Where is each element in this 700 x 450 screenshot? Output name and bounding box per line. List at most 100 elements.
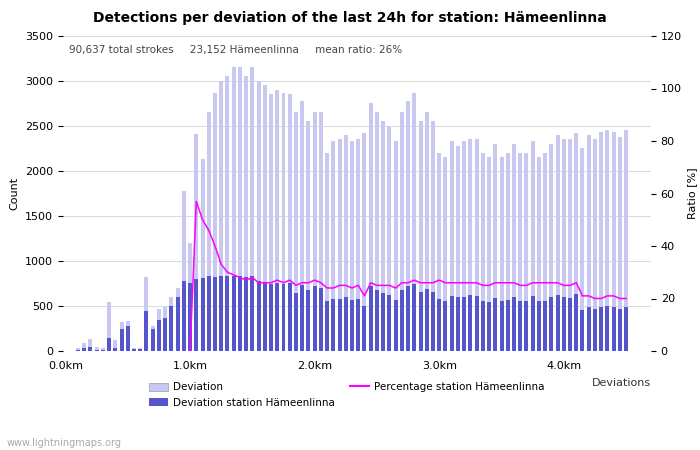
Bar xyxy=(444,301,447,351)
Bar xyxy=(294,292,298,351)
Bar xyxy=(195,134,198,351)
Bar xyxy=(562,297,566,351)
Bar xyxy=(475,140,479,351)
Bar xyxy=(262,86,267,351)
Bar xyxy=(206,276,211,351)
Bar xyxy=(94,350,99,351)
Y-axis label: Count: Count xyxy=(10,177,20,210)
Bar xyxy=(251,276,254,351)
Bar xyxy=(580,148,584,351)
Bar xyxy=(88,339,92,351)
Bar xyxy=(244,76,248,351)
Bar xyxy=(257,281,260,351)
Bar xyxy=(556,135,559,351)
Bar xyxy=(382,293,385,351)
Bar xyxy=(101,348,105,351)
Bar xyxy=(606,130,610,351)
Bar xyxy=(150,326,155,351)
Bar xyxy=(462,297,466,351)
Bar xyxy=(76,350,80,351)
Bar xyxy=(475,296,479,351)
Text: www.lightningmaps.org: www.lightningmaps.org xyxy=(7,438,122,448)
Bar xyxy=(262,283,267,351)
Bar xyxy=(425,112,429,351)
Bar xyxy=(606,306,610,351)
Bar xyxy=(163,318,167,351)
Bar xyxy=(126,321,130,351)
Bar xyxy=(531,141,535,351)
Bar xyxy=(307,290,310,351)
Bar xyxy=(568,140,572,351)
Bar xyxy=(449,296,454,351)
Bar xyxy=(537,301,541,351)
Bar xyxy=(344,135,348,351)
Bar xyxy=(624,130,628,351)
Bar xyxy=(281,284,286,351)
Text: 90,637 total strokes     23,152 Hämeenlinna     mean ratio: 26%: 90,637 total strokes 23,152 Hämeenlinna … xyxy=(69,45,402,55)
Bar xyxy=(82,343,86,351)
Bar xyxy=(213,277,217,351)
Bar xyxy=(182,281,186,351)
Bar xyxy=(387,126,391,351)
Y-axis label: Ratio [%]: Ratio [%] xyxy=(687,168,697,219)
Bar xyxy=(219,81,223,351)
Bar xyxy=(456,146,460,351)
Bar xyxy=(419,292,423,351)
Bar xyxy=(169,297,174,351)
Bar xyxy=(319,112,323,351)
Bar xyxy=(400,290,404,351)
Bar xyxy=(350,300,354,351)
Bar xyxy=(319,288,323,351)
Bar xyxy=(468,140,472,351)
Bar xyxy=(518,301,522,351)
Bar xyxy=(331,299,335,351)
Bar xyxy=(88,347,92,351)
Bar xyxy=(612,307,615,351)
Bar xyxy=(618,137,622,351)
Bar xyxy=(163,307,167,351)
Bar xyxy=(182,191,186,351)
Bar xyxy=(337,140,342,351)
Bar xyxy=(200,159,204,351)
Bar xyxy=(393,300,398,351)
Bar xyxy=(524,301,528,351)
Bar xyxy=(412,284,416,351)
Bar xyxy=(337,299,342,351)
Bar xyxy=(518,153,522,351)
Bar xyxy=(419,122,423,351)
Bar xyxy=(505,300,510,351)
Bar xyxy=(150,329,155,351)
Bar xyxy=(500,157,503,351)
Bar xyxy=(568,298,572,351)
Bar xyxy=(494,298,497,351)
Bar xyxy=(593,140,597,351)
Bar xyxy=(612,132,615,351)
Bar xyxy=(269,284,273,351)
Bar xyxy=(176,288,180,351)
Bar xyxy=(176,297,180,351)
Bar xyxy=(438,299,441,351)
Bar xyxy=(313,112,316,351)
Bar xyxy=(624,307,628,351)
Bar xyxy=(120,322,123,351)
Bar xyxy=(387,295,391,351)
Bar xyxy=(300,101,304,351)
Bar xyxy=(307,122,310,351)
Bar xyxy=(188,243,192,351)
Bar xyxy=(512,144,516,351)
Bar xyxy=(200,278,204,351)
Bar xyxy=(219,276,223,351)
Bar xyxy=(574,294,578,351)
Bar xyxy=(313,286,316,351)
Bar xyxy=(113,348,118,351)
Bar xyxy=(225,276,230,351)
Bar xyxy=(599,307,603,351)
Bar xyxy=(213,93,217,351)
Bar xyxy=(375,112,379,351)
Bar xyxy=(101,350,105,351)
Bar xyxy=(363,133,367,351)
Bar xyxy=(505,153,510,351)
Bar xyxy=(288,283,292,351)
Bar xyxy=(587,307,591,351)
Bar xyxy=(120,328,123,351)
